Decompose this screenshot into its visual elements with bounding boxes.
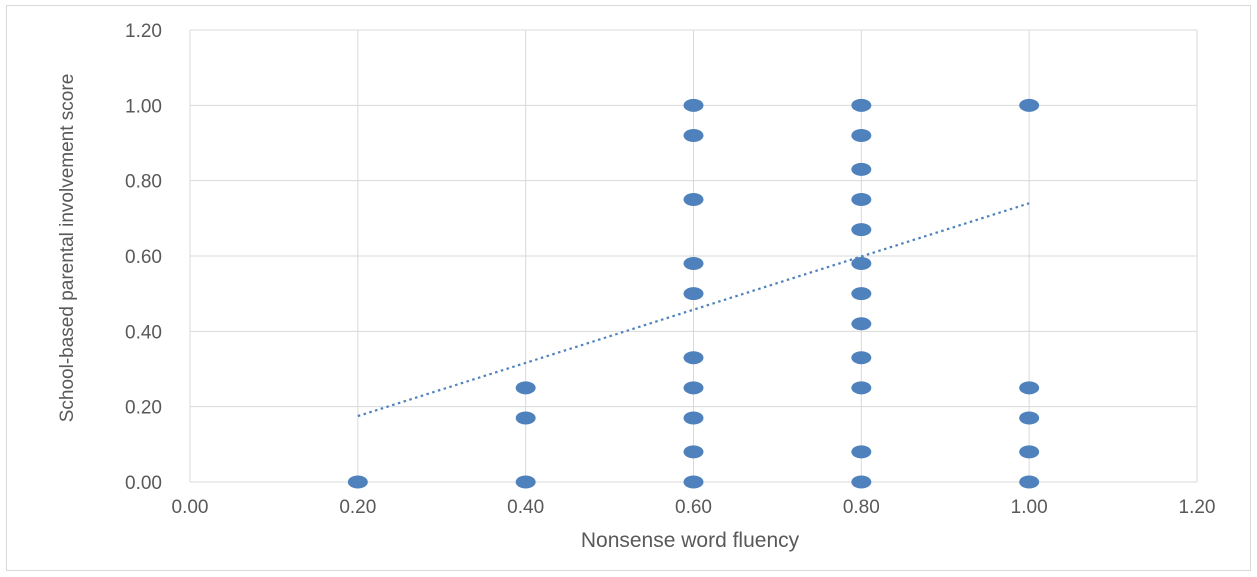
data-point bbox=[851, 287, 872, 301]
y-tick-label: 0.80 bbox=[125, 172, 162, 193]
data-point bbox=[1019, 445, 1040, 459]
x-tick-label: 0.60 bbox=[675, 497, 712, 518]
x-tick-label: 1.20 bbox=[1179, 497, 1216, 518]
data-point bbox=[683, 351, 704, 365]
x-tick-label: 0.00 bbox=[172, 497, 209, 518]
data-point bbox=[515, 475, 536, 489]
x-tick-label: 0.80 bbox=[843, 497, 880, 518]
data-point bbox=[515, 411, 536, 425]
data-point bbox=[683, 128, 704, 142]
data-point bbox=[683, 193, 704, 206]
x-tick-label: 1.00 bbox=[1011, 497, 1048, 518]
data-point bbox=[683, 381, 704, 395]
y-tick-label: 1.20 bbox=[125, 21, 162, 42]
data-point bbox=[683, 257, 704, 271]
data-point bbox=[851, 98, 872, 112]
data-point bbox=[683, 475, 704, 489]
data-point bbox=[683, 411, 704, 425]
y-tick-label: 1.00 bbox=[125, 96, 162, 117]
data-point bbox=[851, 193, 872, 206]
gridlines bbox=[189, 29, 1198, 483]
x-tick-label: 0.40 bbox=[507, 497, 544, 518]
data-point bbox=[683, 287, 704, 301]
data-point bbox=[851, 317, 872, 331]
data-point bbox=[851, 223, 872, 237]
data-point bbox=[347, 475, 368, 489]
chart-frame bbox=[6, 5, 1251, 571]
data-point bbox=[851, 381, 872, 395]
x-tick-label: 0.20 bbox=[339, 497, 376, 518]
data-point bbox=[851, 128, 872, 142]
y-tick-label: 0.00 bbox=[125, 473, 162, 494]
data-point bbox=[683, 98, 704, 112]
data-point bbox=[1019, 98, 1040, 112]
y-tick-label: 0.60 bbox=[125, 247, 162, 268]
data-point bbox=[1019, 475, 1040, 489]
data-point bbox=[851, 445, 872, 459]
data-point bbox=[851, 162, 872, 176]
data-point bbox=[851, 475, 872, 489]
data-point bbox=[683, 445, 704, 459]
data-point bbox=[1019, 381, 1040, 395]
data-point bbox=[515, 381, 536, 395]
data-point bbox=[851, 257, 872, 271]
data-point bbox=[1019, 411, 1040, 425]
y-tick-label: 0.20 bbox=[125, 398, 162, 419]
data-point bbox=[851, 351, 872, 365]
y-axis-label: School-based parental involvement score bbox=[57, 74, 78, 423]
x-axis-label: Nonsense word fluency bbox=[581, 529, 800, 552]
y-tick-label: 0.40 bbox=[125, 322, 162, 343]
tick-labels: 0.00 0.20 0.40 0.60 0.80 1.00 1.20 0.00 0.20 0.40… bbox=[125, 21, 1215, 518]
data-points bbox=[347, 98, 1040, 489]
